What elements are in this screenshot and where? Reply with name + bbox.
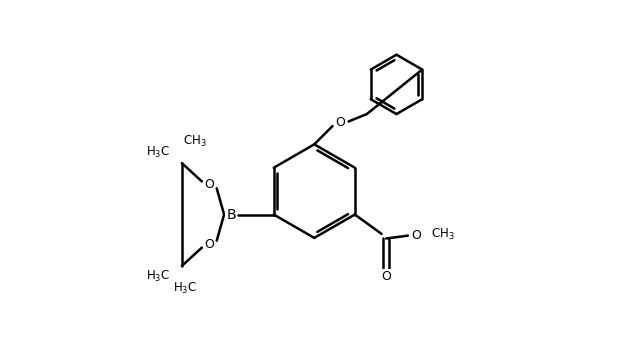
Text: O: O [381, 270, 391, 283]
Text: H$_3$C: H$_3$C [146, 145, 170, 160]
Text: H$_3$C: H$_3$C [173, 281, 196, 296]
Text: O: O [204, 238, 214, 251]
Text: B: B [226, 207, 236, 222]
Text: O: O [204, 178, 214, 191]
Text: O: O [335, 116, 346, 129]
Text: H$_3$C: H$_3$C [146, 269, 170, 284]
Text: O: O [411, 229, 421, 242]
Text: CH$_3$: CH$_3$ [182, 134, 206, 149]
Text: CH$_3$: CH$_3$ [431, 227, 455, 242]
